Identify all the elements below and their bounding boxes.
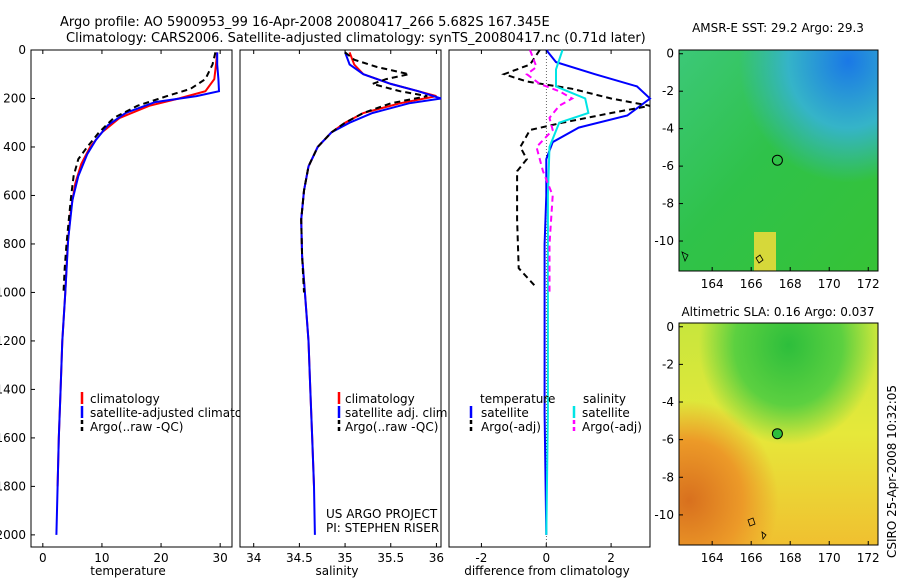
difference-series-1	[501, 49, 651, 289]
sst-lon-tick-label: 168	[779, 277, 802, 291]
salinity-xtick-label: 36	[429, 551, 444, 565]
salinity-panel: 34 34.5 35 35.5 36 salinity climatology sate…	[239, 49, 451, 578]
difference-legend-temp-satellite: satellite	[481, 406, 529, 420]
salinity-legend-climatology: climatology	[345, 392, 415, 406]
sst-map-title: AMSR-E SST: 29.2 Argo: 29.3	[692, 21, 864, 35]
difference-panel: -2 0 2 difference from climatology tempera…	[448, 49, 652, 578]
sla-lat-tick-label: -10	[654, 508, 674, 522]
difference-legend: temperature salinity satellite Argo(-adj…	[469, 392, 642, 434]
difference-xtick-label: 0	[542, 551, 550, 565]
sla-lon-tick-label: 166	[740, 551, 763, 565]
depth-tick-label: 1000	[0, 285, 26, 299]
salinity-xlabel: salinity	[315, 564, 358, 578]
project-credit-line1: US ARGO PROJECT	[326, 507, 438, 521]
sla-argo-marker	[771, 428, 783, 440]
temperature-legend-climatology: climatology	[90, 392, 160, 406]
sst-map-coast	[681, 251, 764, 264]
temperature-legend-argo: Argo(..raw -QC)	[90, 420, 183, 434]
sst-lon-tick-label: 164	[701, 277, 724, 291]
figure-title-line1: Argo profile: AO 5900953_99 16-Apr-2008 …	[60, 15, 550, 30]
temperature-series-1	[55, 52, 221, 535]
sst-map-warm-pool	[679, 50, 878, 271]
sla-lat-tick-label: -8	[662, 470, 674, 484]
salinity-xtick-label: 35.5	[377, 551, 404, 565]
depth-tick-label: 1200	[0, 334, 26, 348]
difference-series-0	[543, 49, 652, 535]
depth-tick-label: 0	[18, 43, 26, 57]
difference-legend-salinity-title: salinity	[583, 392, 626, 406]
difference-series-2	[545, 49, 590, 535]
sla-map: Altimetric SLA: 0.16 Argo: 0.037 164 166 1…	[654, 305, 879, 565]
depth-tick-label: 1400	[0, 382, 26, 396]
difference-legend-temperature-title: temperature	[480, 392, 555, 406]
sla-lon-tick-label: 172	[857, 551, 880, 565]
difference-legend-temp-argo: Argo(-adj)	[481, 420, 541, 434]
sst-map: AMSR-E SST: 29.2 Argo: 29.3 164 166 168 170…	[654, 21, 879, 291]
salinity-legend-argo: Argo(..raw -QC)	[345, 420, 438, 434]
csiro-timestamp: CSIRO 25-Apr-2008 10:32:05	[885, 385, 899, 558]
difference-axes-frame	[448, 49, 651, 548]
sst-lat-tick-label: -10	[654, 234, 674, 248]
sla-map-frame	[678, 322, 879, 546]
sst-map-yellow-patch	[754, 232, 776, 271]
salinity-axes-frame	[239, 49, 442, 548]
salinity-xtick-label: 34.5	[286, 551, 313, 565]
depth-tick-label: 1600	[0, 431, 26, 445]
depth-tick-label: 1800	[0, 479, 26, 493]
temperature-xtick-label: 20	[153, 551, 168, 565]
sla-lon-tick-label: 164	[701, 551, 724, 565]
sst-lat-tick-label: -4	[662, 122, 674, 136]
sst-lat-tick-label: -8	[662, 197, 674, 211]
difference-xtick-label: -2	[475, 551, 487, 565]
difference-series-3	[525, 49, 575, 293]
sst-lat-tick-label: -2	[662, 84, 674, 98]
sst-lat-tick-label: -6	[662, 159, 674, 173]
sla-map-title: Altimetric SLA: 0.16 Argo: 0.037	[681, 305, 874, 319]
temperature-panel: 0 10 20 30 0 200 400 600 800 1000 1200 1400 1600 1800…	[0, 43, 268, 578]
salinity-series-1	[300, 52, 442, 535]
sst-argo-marker	[771, 154, 783, 166]
temperature-xtick-label: 30	[213, 551, 228, 565]
temperature-legend-satellite: satellite-adjusted climatology	[90, 406, 268, 420]
salinity-legend-satellite: satellite adj. clim.	[345, 406, 451, 420]
temperature-xtick-label: 0	[39, 551, 47, 565]
temperature-xlabel: temperature	[90, 564, 165, 578]
difference-xlabel: difference from climatology	[464, 564, 630, 578]
depth-tick-label: 2000	[0, 528, 26, 542]
sst-map-frame	[678, 49, 879, 272]
sst-lon-tick-label: 172	[857, 277, 880, 291]
temperature-legend: climatology satellite-adjusted climatolo…	[80, 392, 268, 434]
project-credit-line2: PI: STEPHEN RISER	[326, 521, 439, 535]
depth-tick-label: 600	[3, 188, 26, 202]
salinity-xtick-label: 34	[246, 551, 261, 565]
depth-tick-label: 800	[3, 237, 26, 251]
temperature-xtick-label: 10	[94, 551, 109, 565]
sst-lon-tick-label: 170	[818, 277, 841, 291]
depth-tick-label: 200	[3, 91, 26, 105]
sla-lat-tick-label: -4	[662, 395, 674, 409]
salinity-xtick-label: 35	[337, 551, 352, 565]
difference-legend-sal-argo: Argo(-adj)	[582, 420, 642, 434]
sla-lat-tick-label: 0	[666, 320, 674, 334]
sla-map-coast	[747, 517, 767, 541]
sla-lon-tick-label: 168	[779, 551, 802, 565]
temperature-axes-frame	[30, 49, 233, 548]
depth-tick-label: 400	[3, 140, 26, 154]
salinity-series-2	[300, 51, 428, 293]
salinity-legend: climatology satellite adj. clim. Argo(..…	[337, 392, 451, 434]
difference-xtick-label: 2	[607, 551, 615, 565]
sla-lat-tick-label: -6	[662, 433, 674, 447]
figure-title-line2: Climatology: CARS2006. Satellite-adjuste…	[66, 31, 646, 46]
sst-lon-tick-label: 166	[740, 277, 763, 291]
sla-lat-tick-label: -2	[662, 357, 674, 371]
sla-lon-tick-label: 170	[818, 551, 841, 565]
difference-legend-sal-satellite: satellite	[582, 406, 630, 420]
sst-lat-tick-label: 0	[666, 47, 674, 61]
